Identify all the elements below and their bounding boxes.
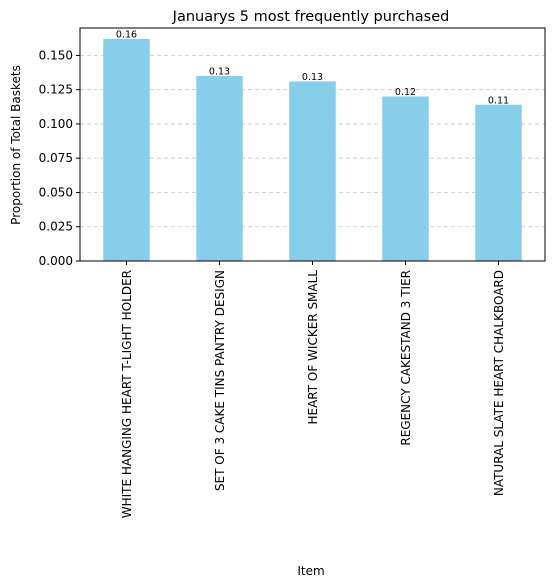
y-axis-label: Proportion of Total Baskets: [9, 65, 23, 225]
y-tick-label: 0.100: [39, 117, 73, 131]
x-tick-label: WHITE HANGING HEART T-LIGHT HOLDER: [120, 270, 134, 518]
x-tick-label: NATURAL SLATE HEART CHALKBOARD: [492, 270, 506, 496]
bar-labels: 0.16 0.13 0.13 0.12 0.11: [116, 29, 509, 106]
bar: [382, 96, 429, 261]
bar: [196, 75, 243, 262]
y-tick-label: 0.125: [39, 83, 73, 97]
x-tick-label: HEART OF WICKER SMALL: [306, 270, 320, 425]
y-tick-label: 0.075: [39, 151, 73, 165]
bar: [475, 104, 522, 262]
bar-value-label: 0.12: [395, 87, 416, 98]
bar: [103, 38, 150, 261]
y-tick-label: 0.025: [39, 220, 73, 234]
x-axis: WHITE HANGING HEART T-LIGHT HOLDER SET OF…: [120, 261, 506, 518]
bar-value-label: 0.16: [116, 29, 137, 40]
x-tick-label: SET OF 3 CAKE TINS PANTRY DESIGN: [213, 270, 227, 491]
bar-value-label: 0.13: [302, 72, 323, 83]
bar: [289, 81, 336, 261]
y-tick-label: 0.000: [39, 254, 73, 268]
y-axis: 0.000 0.025 0.050 0.075 0.100 0.125 0.150: [39, 48, 80, 268]
chart-title: Januarys 5 most frequently purchased: [172, 9, 450, 25]
bars: [103, 38, 522, 262]
x-axis-label: Item: [297, 564, 324, 578]
bar-value-label: 0.13: [209, 66, 230, 77]
y-tick-label: 0.150: [39, 48, 73, 62]
y-tick-label: 0.050: [39, 185, 73, 199]
x-tick-label: REGENCY CAKESTAND 3 TIER: [399, 270, 413, 446]
bar-value-label: 0.11: [488, 95, 509, 106]
